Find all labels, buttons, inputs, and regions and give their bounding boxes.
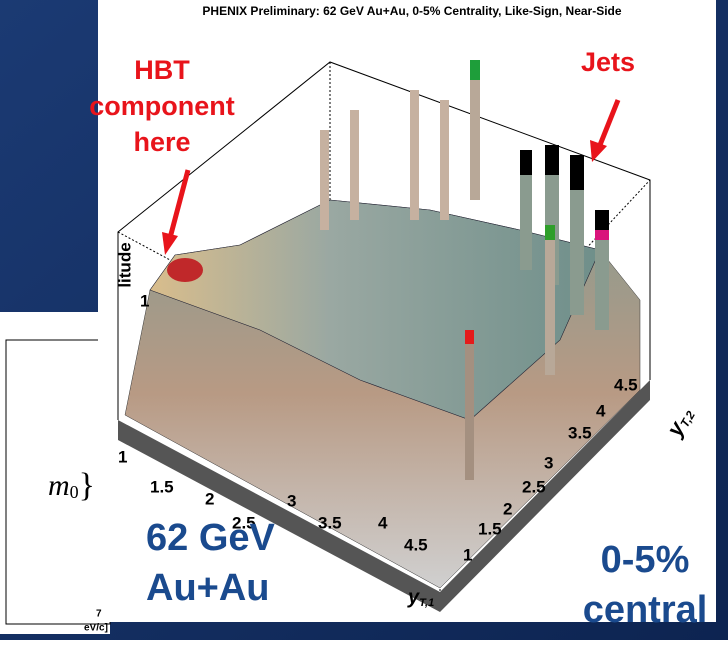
hbt-annotation: HBT [134, 55, 190, 85]
y-tick-label: 1 [463, 545, 472, 564]
x-tick-label: 1.5 [150, 477, 174, 496]
x-tick-label: 3.5 [318, 513, 342, 532]
hbt-annotation: component [89, 91, 235, 121]
z-axis-label: litude [115, 242, 134, 287]
left-axis-unit: eV/c] [84, 623, 108, 634]
y-tick-label: 4 [596, 401, 606, 420]
centrality-caption: 0-5% [601, 539, 690, 581]
y-tick-label: 4.5 [614, 375, 638, 394]
z-tick-label: 1 [140, 291, 149, 310]
x-tick-label: 4 [378, 513, 388, 532]
hbt-annotation: here [133, 127, 190, 157]
arrows [162, 99, 621, 255]
x-axis-sub: T,1 [419, 597, 434, 609]
y-tick-label: 2.5 [522, 477, 546, 496]
left-formula-sub: 0 [70, 482, 79, 502]
box-floor [118, 380, 650, 612]
y-tick-label: 1.5 [478, 519, 502, 538]
x-tick-label: 4.5 [404, 535, 428, 554]
plot-title: PHENIX Preliminary: 62 GeV Au+Au, 0-5% C… [202, 4, 621, 18]
y-tick-label: 2 [503, 499, 512, 518]
centrality-caption: central [583, 589, 708, 631]
left-formula-brace: } [79, 467, 95, 504]
left-tick: 7 [96, 609, 102, 620]
energy-caption: 62 GeV [146, 517, 276, 559]
x-tick-label: 2 [205, 489, 214, 508]
x-tick-label: 1 [118, 447, 127, 466]
y-tick-label: 3.5 [568, 423, 592, 442]
jet-bars [320, 60, 609, 480]
y-tick-label: 3 [544, 453, 553, 472]
x-tick-label: 3 [287, 491, 296, 510]
hbt-peak [167, 258, 203, 282]
x-tick-label: 2.5 [232, 513, 256, 532]
surface-top [149, 199, 601, 421]
left-panel [0, 312, 110, 634]
jets-annotation: Jets [581, 47, 635, 77]
energy-caption: Au+Au [146, 567, 270, 609]
